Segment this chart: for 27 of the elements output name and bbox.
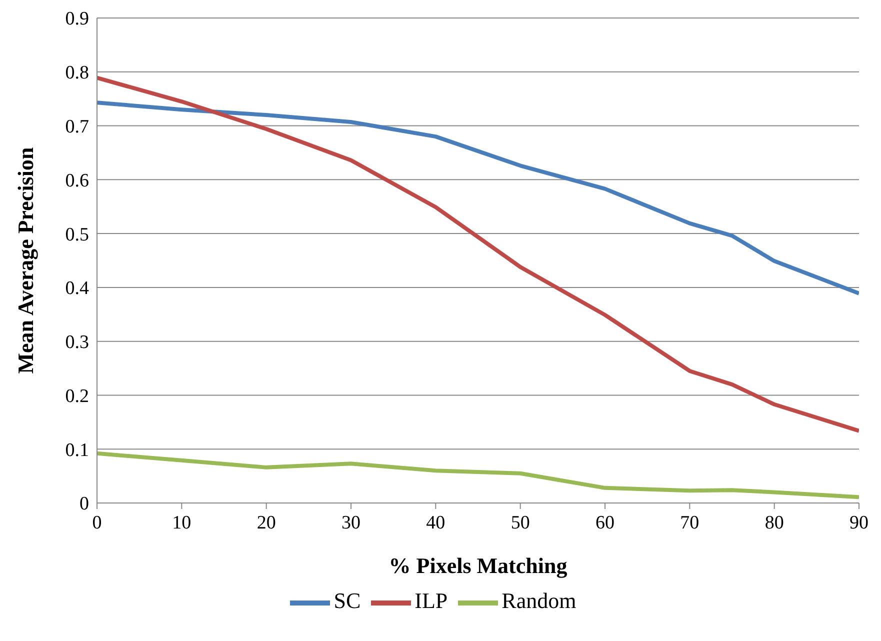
y-tick-label: 0.4 xyxy=(65,278,90,300)
y-tick-label: 0.3 xyxy=(65,332,89,354)
line-series xyxy=(97,451,859,500)
x-tick-label: 60 xyxy=(596,512,614,534)
line-series xyxy=(97,100,859,296)
y-tick-label: 0.7 xyxy=(65,116,89,138)
y-tick-label: 0.5 xyxy=(65,224,89,246)
y-tick-label: 0.2 xyxy=(65,386,89,407)
x-tick-label: 80 xyxy=(764,512,784,534)
line-series xyxy=(97,76,859,433)
legend-label: ILP xyxy=(414,588,448,614)
x-tick-label: 10 xyxy=(172,512,192,534)
y-tick-label: 0.1 xyxy=(65,440,89,461)
x-tick-label: 90 xyxy=(850,512,868,534)
legend-label: SC xyxy=(334,588,361,614)
x-axis-title: % Pixels Matching xyxy=(388,553,568,578)
legend-label: Random xyxy=(502,588,576,614)
x-tick-label: 30 xyxy=(342,512,360,534)
y-tick-label: 0 xyxy=(80,494,89,515)
x-tick-label: 50 xyxy=(510,512,530,534)
x-tick-label: 70 xyxy=(680,512,700,534)
x-tick-label: 20 xyxy=(256,512,276,534)
y-tick-label: 0.9 xyxy=(65,8,89,30)
y-tick-label: 0.8 xyxy=(65,62,89,84)
y-axis-title: Mean Average Precision xyxy=(12,147,38,374)
x-tick-label: 40 xyxy=(426,512,446,534)
y-tick-label: 0.6 xyxy=(65,170,89,192)
